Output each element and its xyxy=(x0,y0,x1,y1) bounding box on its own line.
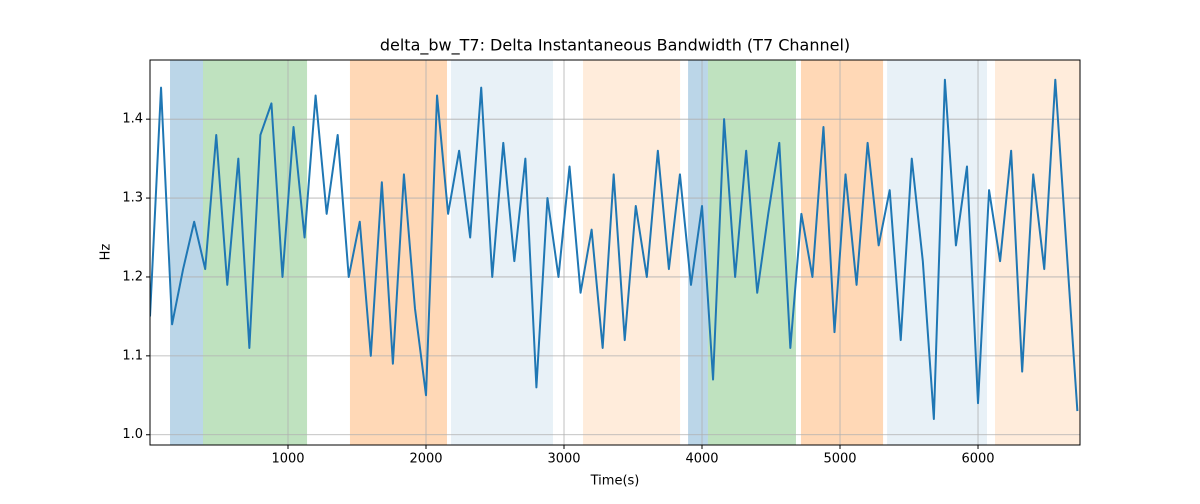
y-tick-label: 1.4 xyxy=(122,112,143,127)
x-tick-label: 1000 xyxy=(271,452,304,467)
x-tick-label: 6000 xyxy=(961,452,994,467)
x-tick-label: 3000 xyxy=(547,452,580,467)
y-tick-label: 1.1 xyxy=(122,348,143,363)
y-tick-label: 1.0 xyxy=(122,427,143,442)
shaded-span xyxy=(688,60,708,445)
x-tick-label: 4000 xyxy=(685,452,718,467)
x-tick-label: 2000 xyxy=(409,452,442,467)
data-line xyxy=(150,78,1079,420)
y-axis-label: Hz xyxy=(99,244,114,261)
plot-frame xyxy=(149,59,1081,446)
chart-title: delta_bw_T7: Delta Instantaneous Bandwid… xyxy=(380,36,850,56)
y-tick-label: 1.3 xyxy=(122,191,143,206)
x-tick-label: 5000 xyxy=(823,452,856,467)
y-tick-label: 1.2 xyxy=(122,269,143,284)
shaded-span xyxy=(707,60,796,445)
shaded-span xyxy=(887,60,987,445)
shaded-span xyxy=(450,60,553,445)
x-axis-label: Time(s) xyxy=(590,474,640,489)
